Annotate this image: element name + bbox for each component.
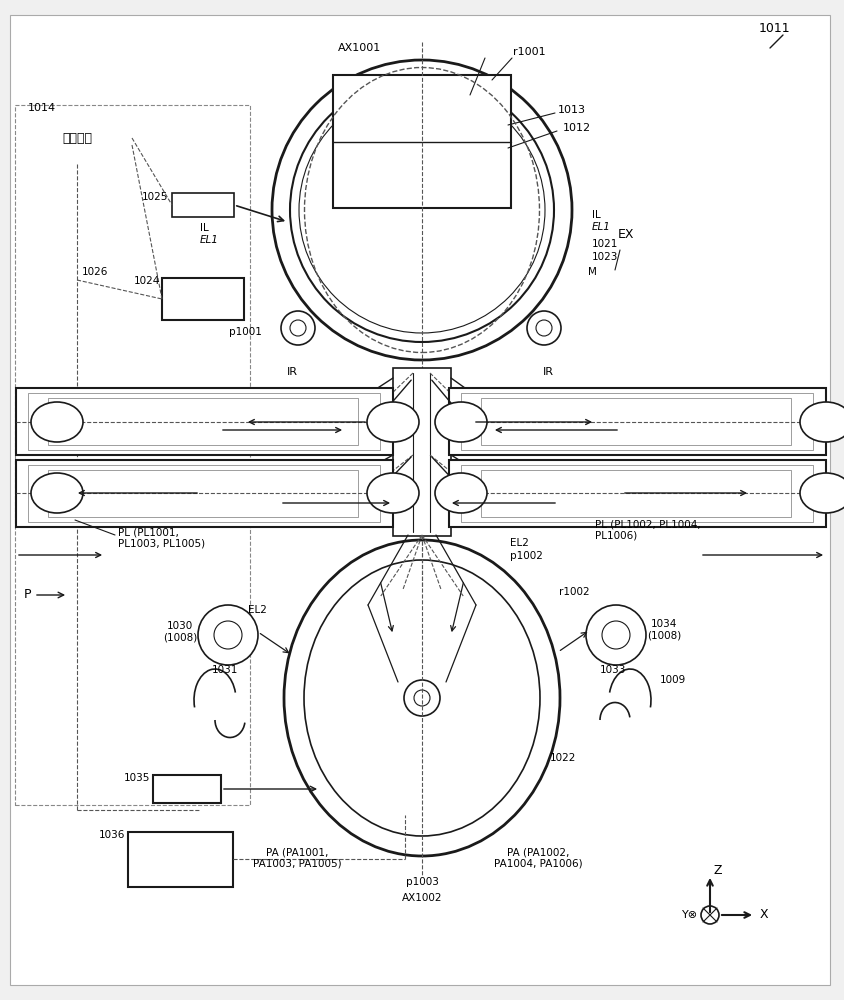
- Ellipse shape: [367, 402, 419, 442]
- Circle shape: [527, 311, 561, 345]
- Circle shape: [602, 621, 630, 649]
- Text: EX: EX: [618, 229, 635, 241]
- Bar: [172, 193, 234, 217]
- Text: r1001: r1001: [513, 47, 545, 57]
- Bar: [22, 112, 132, 164]
- Text: 1022: 1022: [550, 753, 576, 763]
- Text: 1024: 1024: [133, 276, 160, 286]
- Circle shape: [701, 906, 719, 924]
- Text: P: P: [24, 588, 31, 601]
- Text: 1011: 1011: [759, 21, 790, 34]
- Text: X: X: [760, 908, 769, 922]
- Circle shape: [586, 605, 646, 665]
- Text: EL2: EL2: [510, 538, 529, 548]
- Circle shape: [198, 605, 258, 665]
- Text: 1025: 1025: [142, 192, 168, 202]
- Circle shape: [272, 60, 572, 360]
- Text: 1034
(1008): 1034 (1008): [647, 619, 681, 641]
- Text: p1003: p1003: [406, 877, 438, 887]
- Text: AX1001: AX1001: [338, 43, 381, 53]
- Text: 1031: 1031: [212, 665, 238, 675]
- Text: p1002: p1002: [510, 551, 543, 561]
- Text: AX1002: AX1002: [402, 893, 442, 903]
- Text: PA (PA1002,
PA1004, PA1006): PA (PA1002, PA1004, PA1006): [494, 847, 582, 869]
- Bar: [16, 460, 393, 527]
- Text: Y⊗: Y⊗: [682, 910, 698, 920]
- Bar: [15, 105, 250, 805]
- Text: EL1: EL1: [200, 235, 219, 245]
- Circle shape: [290, 78, 554, 342]
- Text: PL (PL1002, PL1004,
PL1006): PL (PL1002, PL1004, PL1006): [595, 519, 701, 541]
- Circle shape: [290, 320, 306, 336]
- Bar: [128, 832, 233, 887]
- Text: r1002: r1002: [560, 587, 590, 597]
- Text: p1001: p1001: [229, 327, 262, 337]
- Text: EL2: EL2: [248, 605, 267, 615]
- Circle shape: [404, 680, 440, 716]
- Text: 1035: 1035: [123, 773, 150, 783]
- Bar: [28, 465, 380, 522]
- Text: IL: IL: [200, 223, 208, 233]
- Text: M: M: [588, 267, 597, 277]
- Text: IR: IR: [286, 367, 297, 377]
- Circle shape: [299, 87, 545, 333]
- Bar: [393, 368, 451, 536]
- Text: IL: IL: [592, 210, 601, 220]
- Text: 1030
(1008): 1030 (1008): [163, 621, 197, 643]
- Ellipse shape: [367, 473, 419, 513]
- Bar: [28, 393, 380, 450]
- Text: IR: IR: [543, 367, 554, 377]
- Text: 1023: 1023: [592, 252, 619, 262]
- Ellipse shape: [284, 540, 560, 856]
- Ellipse shape: [31, 473, 83, 513]
- Bar: [153, 775, 221, 803]
- Text: 1014: 1014: [28, 103, 56, 113]
- Bar: [162, 278, 244, 320]
- Circle shape: [414, 690, 430, 706]
- Bar: [481, 470, 791, 517]
- Ellipse shape: [304, 560, 540, 836]
- Ellipse shape: [435, 402, 487, 442]
- Bar: [48, 398, 358, 445]
- Text: 1021: 1021: [592, 239, 619, 249]
- Text: PA (PA1001,
PA1003, PA1005): PA (PA1001, PA1003, PA1005): [252, 847, 341, 869]
- Bar: [449, 388, 826, 455]
- Text: 1009: 1009: [660, 675, 686, 685]
- Text: Z: Z: [714, 863, 722, 876]
- Bar: [481, 398, 791, 445]
- Text: 1026: 1026: [82, 267, 108, 277]
- Ellipse shape: [800, 402, 844, 442]
- Bar: [461, 465, 813, 522]
- Circle shape: [214, 621, 242, 649]
- Text: PL (PL1001,
PL1003, PL1005): PL (PL1001, PL1003, PL1005): [118, 527, 205, 549]
- Text: 1012: 1012: [563, 123, 591, 133]
- Text: 控制装置: 控制装置: [62, 131, 92, 144]
- Bar: [16, 388, 393, 455]
- Bar: [333, 75, 511, 208]
- Text: 1013: 1013: [558, 105, 586, 115]
- Ellipse shape: [31, 402, 83, 442]
- Bar: [449, 460, 826, 527]
- Text: 1036: 1036: [99, 830, 125, 840]
- Bar: [48, 470, 358, 517]
- Ellipse shape: [435, 473, 487, 513]
- Circle shape: [536, 320, 552, 336]
- Circle shape: [281, 311, 315, 345]
- Text: 1033: 1033: [600, 665, 626, 675]
- Text: EL1: EL1: [592, 222, 611, 232]
- Ellipse shape: [800, 473, 844, 513]
- Bar: [461, 393, 813, 450]
